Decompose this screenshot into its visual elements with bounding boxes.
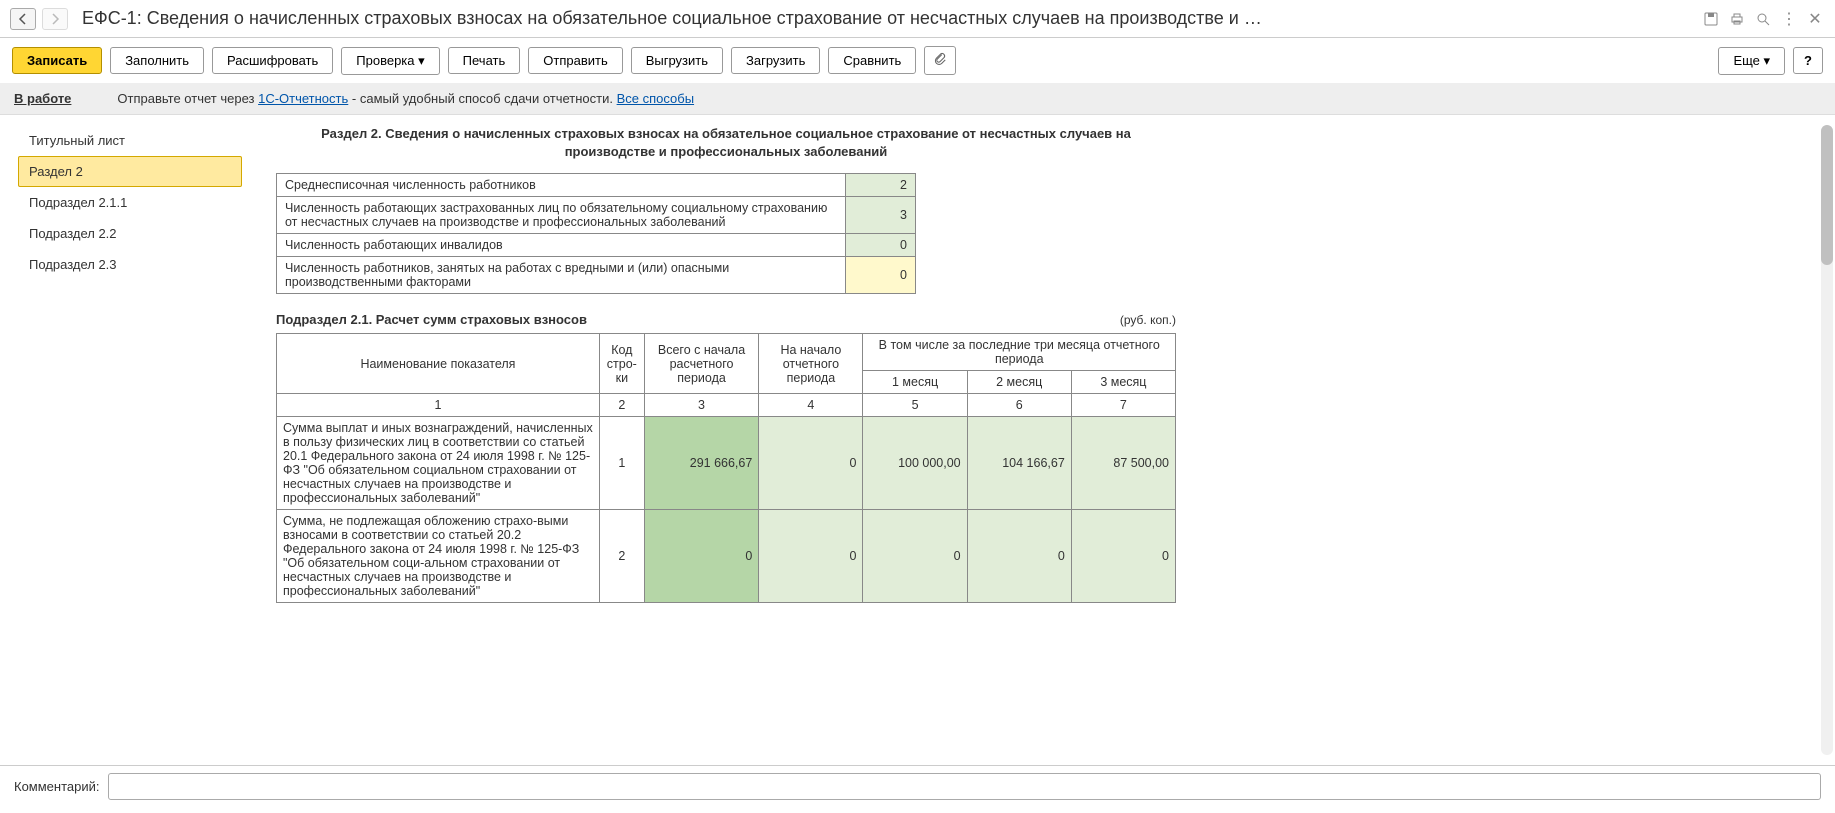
calc-m2[interactable]: 0 [967, 510, 1071, 603]
comment-label: Комментарий: [14, 779, 100, 794]
sidebar: Титульный листРаздел 2Подраздел 2.1.1Под… [0, 115, 260, 765]
link-all[interactable]: Все способы [617, 91, 694, 106]
import-button[interactable]: Загрузить [731, 47, 820, 74]
more-button[interactable]: Еще [1718, 47, 1785, 75]
titlebar: ЕФС-1: Сведения о начисленных страховых … [0, 0, 1835, 38]
calc-row: Сумма выплат и иных вознаграждений, начи… [277, 417, 1176, 510]
calc-code: 2 [599, 510, 644, 603]
summary-label: Численность работающих инвалидов [277, 234, 846, 257]
comment-input[interactable] [108, 773, 1822, 800]
calc-m2[interactable]: 104 166,67 [967, 417, 1071, 510]
link-1c[interactable]: 1С-Отчетность [258, 91, 348, 106]
sidebar-item-1[interactable]: Раздел 2 [18, 156, 242, 187]
summary-value[interactable]: 3 [846, 197, 916, 234]
calc-row: Сумма, не подлежащая обложению страхо-вы… [277, 510, 1176, 603]
summary-value[interactable]: 0 [846, 257, 916, 294]
calc-code: 1 [599, 417, 644, 510]
search-icon[interactable] [1753, 9, 1773, 29]
footer: Комментарий: [0, 765, 1835, 807]
toolbar: Записать Заполнить Расшифровать Проверка… [0, 38, 1835, 83]
calc-m1[interactable]: 0 [863, 510, 967, 603]
calc-total[interactable]: 291 666,67 [644, 417, 759, 510]
summary-value[interactable]: 2 [846, 174, 916, 197]
summary-label: Среднесписочная численность работников [277, 174, 846, 197]
sidebar-item-3[interactable]: Подраздел 2.2 [18, 218, 242, 249]
calc-total[interactable]: 0 [644, 510, 759, 603]
save-button[interactable]: Записать [12, 47, 102, 74]
back-button[interactable] [10, 8, 36, 30]
close-icon[interactable]: ✕ [1805, 9, 1825, 29]
summary-row: Численность работающих инвалидов0 [277, 234, 916, 257]
subsection-title: Подраздел 2.1. Расчет сумм страховых взн… [276, 312, 1176, 327]
main-area: Титульный листРаздел 2Подраздел 2.1.1Под… [0, 114, 1835, 765]
section-title: Раздел 2. Сведения о начисленных страхов… [276, 125, 1176, 161]
more-icon[interactable]: ⋮ [1779, 9, 1799, 29]
status-label[interactable]: В работе [14, 91, 71, 106]
content: Раздел 2. Сведения о начисленных страхов… [260, 115, 1835, 765]
forward-button[interactable] [42, 8, 68, 30]
summary-label: Численность работников, занятых на работ… [277, 257, 846, 294]
summary-row: Численность работающих застрахованных ли… [277, 197, 916, 234]
save-icon[interactable] [1701, 9, 1721, 29]
calc-m3[interactable]: 87 500,00 [1071, 417, 1175, 510]
help-button[interactable]: ? [1793, 47, 1823, 74]
compare-button[interactable]: Сравнить [828, 47, 916, 74]
summary-row: Численность работников, занятых на работ… [277, 257, 916, 294]
status-text: Отправьте отчет через 1С-Отчетность - са… [117, 91, 694, 106]
send-button[interactable]: Отправить [528, 47, 622, 74]
calc-m1[interactable]: 100 000,00 [863, 417, 967, 510]
status-bar: В работе Отправьте отчет через 1С-Отчетн… [0, 83, 1835, 114]
calc-start[interactable]: 0 [759, 510, 863, 603]
calc-start[interactable]: 0 [759, 417, 863, 510]
decode-button[interactable]: Расшифровать [212, 47, 333, 74]
summary-value[interactable]: 0 [846, 234, 916, 257]
sidebar-item-4[interactable]: Подраздел 2.3 [18, 249, 242, 280]
page-title: ЕФС-1: Сведения о начисленных страховых … [82, 8, 1695, 29]
check-button[interactable]: Проверка [341, 47, 439, 75]
summary-row: Среднесписочная численность работников2 [277, 174, 916, 197]
calc-name: Сумма выплат и иных вознаграждений, начи… [277, 417, 600, 510]
calc-table: Наименование показателяКод стро-киВсего … [276, 333, 1176, 603]
summary-table: Среднесписочная численность работников2Ч… [276, 173, 916, 294]
sidebar-item-0[interactable]: Титульный лист [18, 125, 242, 156]
sidebar-item-2[interactable]: Подраздел 2.1.1 [18, 187, 242, 218]
export-button[interactable]: Выгрузить [631, 47, 723, 74]
attach-button[interactable] [924, 46, 956, 75]
print-icon[interactable] [1727, 9, 1747, 29]
calc-name: Сумма, не подлежащая обложению страхо-вы… [277, 510, 600, 603]
fill-button[interactable]: Заполнить [110, 47, 204, 74]
scrollbar-thumb[interactable] [1821, 125, 1833, 265]
summary-label: Численность работающих застрахованных ли… [277, 197, 846, 234]
calc-m3[interactable]: 0 [1071, 510, 1175, 603]
print-button[interactable]: Печать [448, 47, 521, 74]
